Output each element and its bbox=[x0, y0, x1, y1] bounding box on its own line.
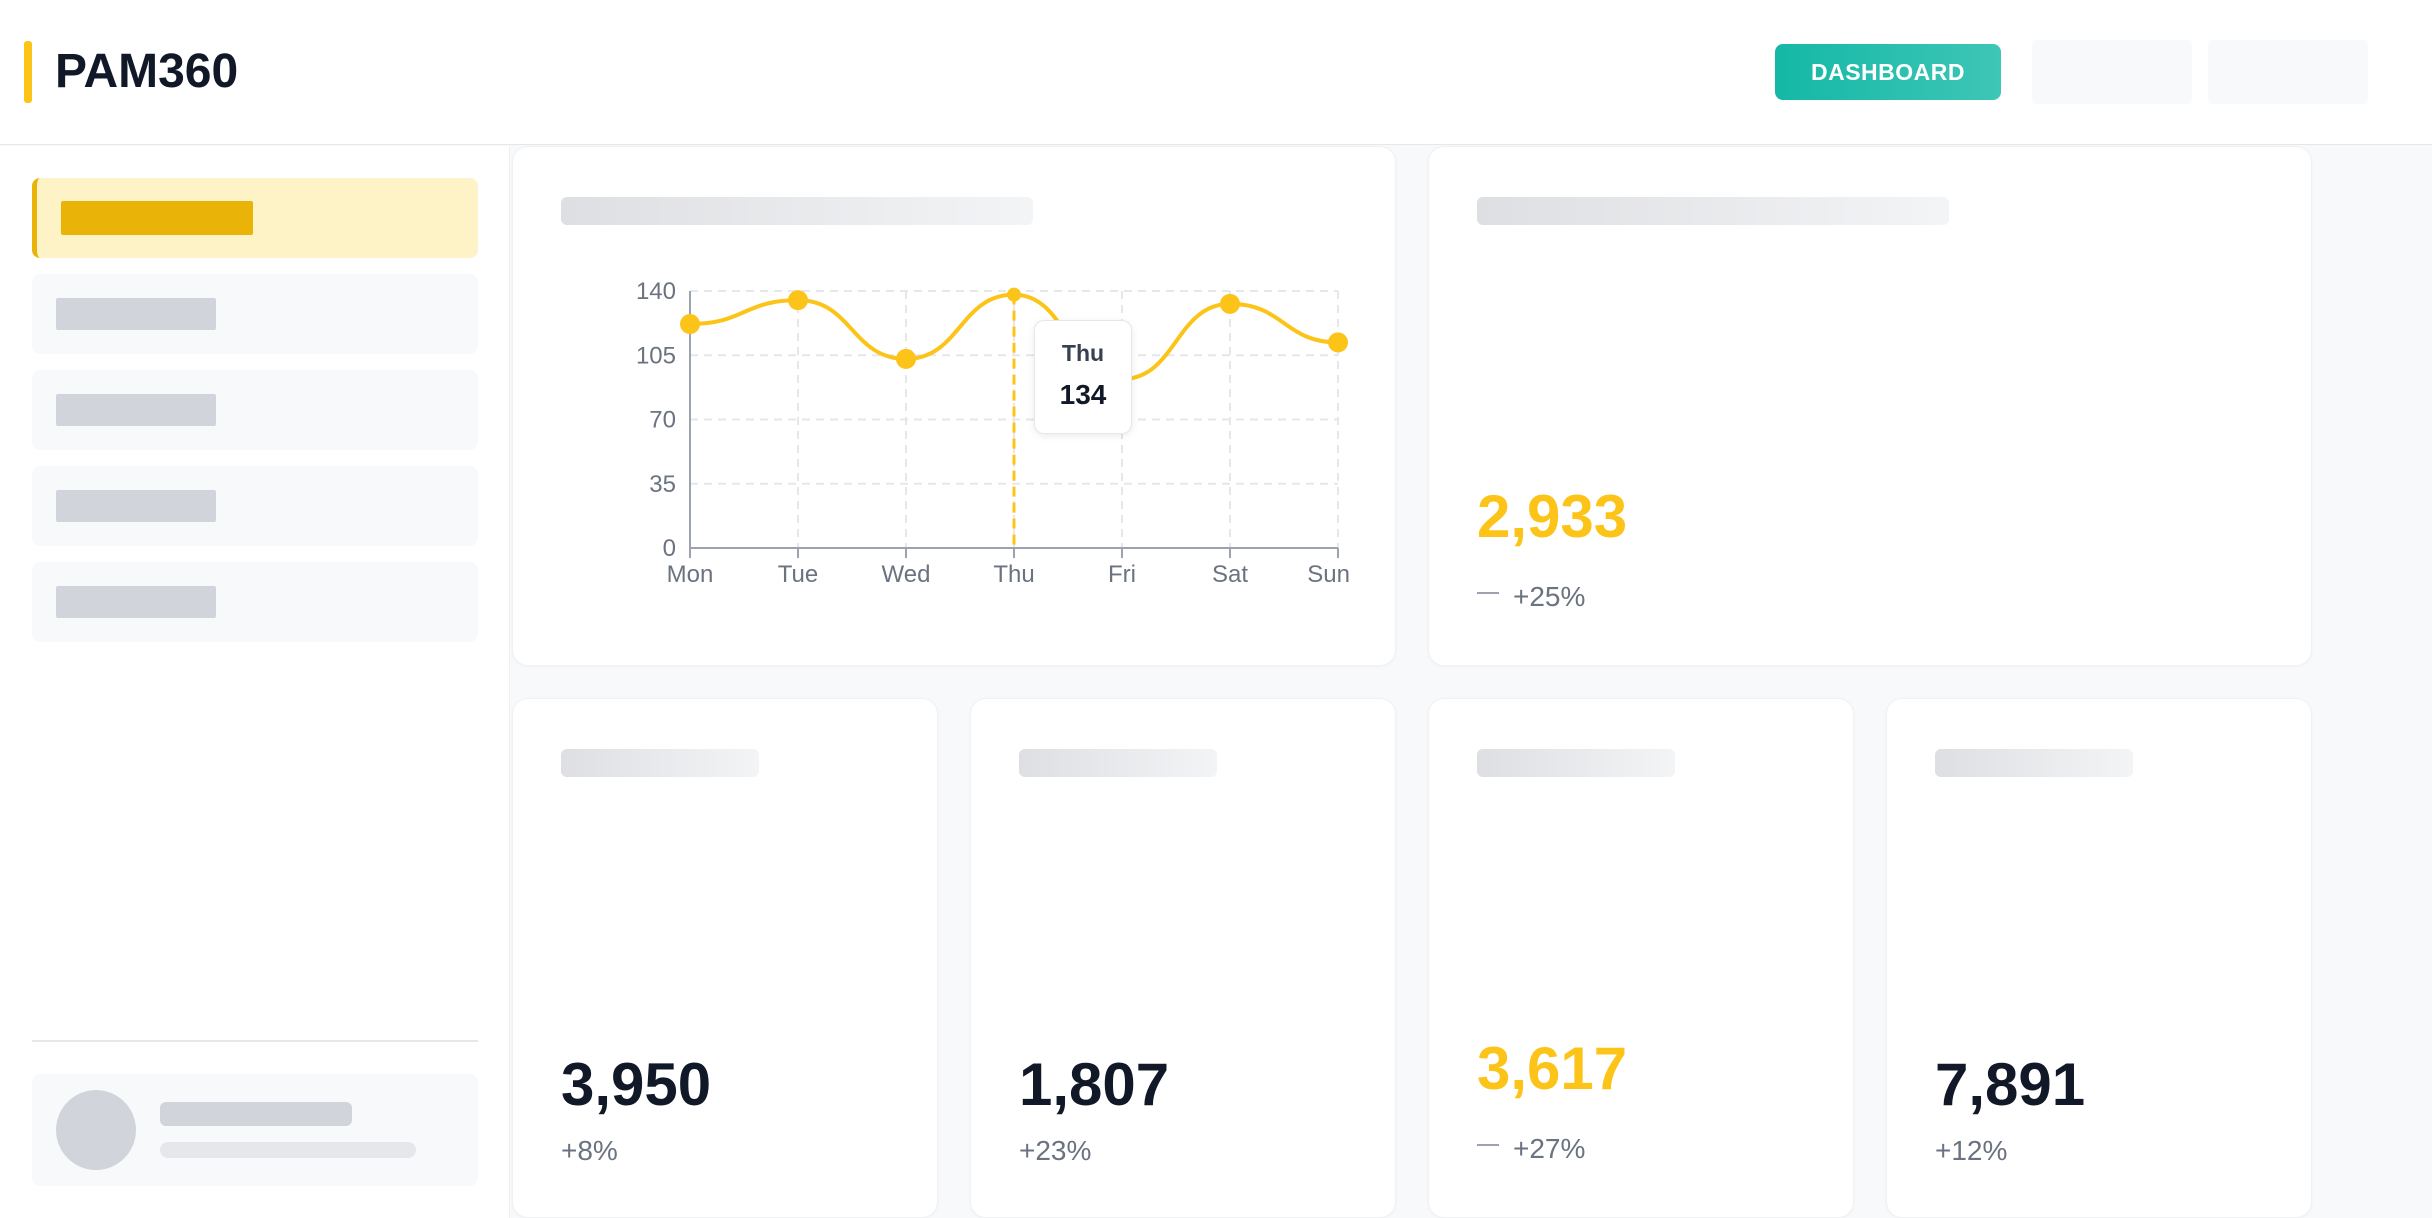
stat-card-3: 3,617 +27% bbox=[1428, 698, 1854, 1218]
chart-title-placeholder bbox=[561, 197, 1033, 225]
sidebar-item-5[interactable] bbox=[32, 562, 478, 642]
user-profile-card[interactable] bbox=[32, 1074, 478, 1186]
stat-card-2: 1,807 +23% bbox=[970, 698, 1396, 1218]
brand-accent-bar bbox=[24, 41, 32, 103]
stat-title-placeholder bbox=[1019, 749, 1217, 777]
stat-title-placeholder bbox=[561, 749, 759, 777]
sidebar-item-4[interactable] bbox=[32, 466, 478, 546]
avatar bbox=[56, 1090, 136, 1170]
user-name-placeholder bbox=[160, 1102, 352, 1126]
stat-change: +23% bbox=[1019, 1135, 1092, 1166]
sidebar-item-3[interactable] bbox=[32, 370, 478, 450]
stat-card-1: 3,950 +8% bbox=[512, 698, 938, 1218]
stat-value: 7,891 bbox=[1935, 1051, 2086, 1118]
app-title: PAM360 bbox=[55, 45, 239, 98]
trend-flat-icon bbox=[1477, 1143, 1499, 1146]
user-role-placeholder bbox=[160, 1142, 416, 1158]
dashboard-button[interactable]: DASHBOARD bbox=[1775, 44, 2001, 100]
stat-change-text: +25% bbox=[1513, 581, 1586, 612]
stat-change: +25% bbox=[1477, 581, 1585, 613]
stat-change: +8% bbox=[561, 1135, 618, 1166]
stat-value: 1,807 bbox=[1019, 1051, 1170, 1118]
stat-card-main: 2,933 +25% bbox=[1428, 146, 2312, 666]
stat-card-4: 7,891 +12% bbox=[1886, 698, 2312, 1218]
sidebar bbox=[0, 146, 510, 1218]
chart-card bbox=[512, 146, 1396, 666]
sidebar-item-label-placeholder bbox=[56, 394, 216, 426]
stat-title-placeholder bbox=[1935, 749, 2133, 777]
stat-value: 3,950 bbox=[561, 1051, 712, 1118]
sidebar-item-label-placeholder bbox=[56, 586, 216, 618]
tooltip-value: 134 bbox=[1059, 379, 1107, 410]
stat-value: 2,933 bbox=[1477, 483, 1628, 550]
chart-tooltip: Thu 134 bbox=[1034, 320, 1132, 434]
top-header: PAM360 DASHBOARD bbox=[0, 0, 2432, 145]
stat-title-placeholder bbox=[1477, 749, 1675, 777]
sidebar-item-label-placeholder bbox=[56, 298, 216, 330]
sidebar-item-label-placeholder bbox=[56, 490, 216, 522]
stat-change: +12% bbox=[1935, 1135, 2008, 1166]
stat-change-text: +27% bbox=[1513, 1133, 1586, 1164]
sidebar-item-active[interactable] bbox=[32, 178, 478, 258]
trend-flat-icon bbox=[1477, 591, 1499, 594]
tooltip-label: Thu bbox=[1061, 340, 1105, 366]
header-action-placeholder-1[interactable] bbox=[2032, 40, 2192, 104]
stat-value: 3,617 bbox=[1477, 1035, 1628, 1102]
sidebar-divider bbox=[32, 1040, 478, 1042]
sidebar-item-label-placeholder bbox=[61, 201, 253, 235]
header-action-placeholder-2[interactable] bbox=[2208, 40, 2368, 104]
stat-change: +27% bbox=[1477, 1133, 1585, 1165]
sidebar-item-2[interactable] bbox=[32, 274, 478, 354]
stat-title-placeholder bbox=[1477, 197, 1949, 225]
